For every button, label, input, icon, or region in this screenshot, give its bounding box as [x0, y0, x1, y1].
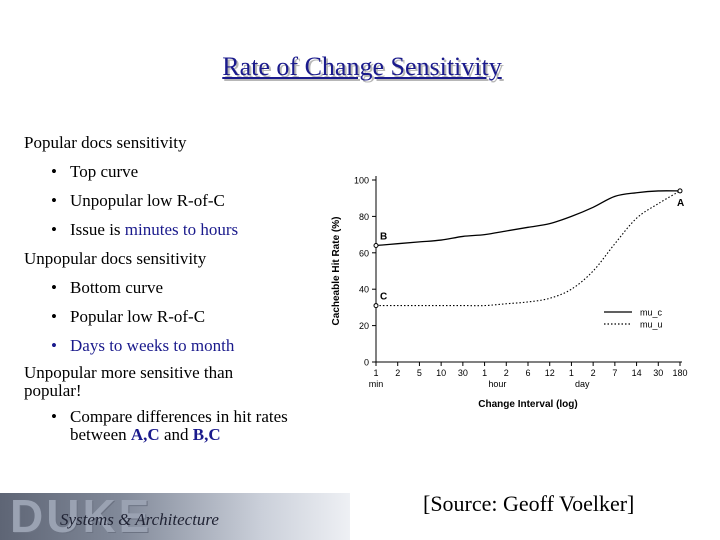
bullet-level2: Unpopular low R-of-C [24, 186, 324, 215]
y-tick-label: 20 [359, 321, 369, 331]
x-tick-label: 12 [545, 368, 555, 378]
x-unit-label: hour [488, 379, 506, 389]
x-unit-label: day [575, 379, 590, 389]
x-tick-label: 1 [482, 368, 487, 378]
highlight-text: B,C [192, 425, 221, 444]
x-tick-label: 2 [504, 368, 509, 378]
bullet-list: Popular docs sensitivity Top curve Unpop… [24, 128, 324, 444]
data-point [677, 188, 683, 194]
bullet-level1: Popular docs sensitivity [24, 133, 187, 152]
x-tick-label: 30 [653, 368, 663, 378]
x-tick-label: 5 [417, 368, 422, 378]
slide-title: Rate of Change Sensitivity [222, 52, 502, 81]
x-tick-label: 7 [612, 368, 617, 378]
x-tick-label: 1 [373, 368, 378, 378]
legend-label-mu_c: mu_c [640, 308, 663, 318]
x-unit-label: min [369, 379, 384, 389]
y-tick-label: 40 [359, 285, 369, 295]
chart-legend: mu_c mu_u [604, 308, 663, 330]
x-axis-label: Change Interval (log) [478, 399, 577, 410]
y-tick-label: 100 [354, 176, 369, 186]
legend-label-mu_u: mu_u [640, 320, 663, 330]
footer-banner: DUKE Systems & Architecture [0, 493, 350, 540]
x-tick-label: 10 [436, 368, 446, 378]
x-tick-label: 2 [591, 368, 596, 378]
footer-subtitle: Systems & Architecture [60, 510, 219, 529]
bullet-text: popular! [24, 381, 82, 400]
y-tick-label: 60 [359, 248, 369, 258]
x-tick-label: 14 [632, 368, 642, 378]
chart-axes [375, 176, 682, 363]
bullet-level1: Unpopular more sensitive than popular! [24, 360, 324, 400]
bullet-level2: Popular low R-of-C [24, 302, 324, 331]
x-tick-label: 2 [395, 368, 400, 378]
point-annotation: B [380, 232, 387, 243]
bullet-level1: Unpopular docs sensitivity [24, 249, 207, 268]
point-annotation: A [677, 198, 684, 209]
data-point [373, 303, 379, 309]
chart-labels: Change Interval (log) Cacheable Hit Rate … [331, 198, 684, 410]
x-tick-label: 1 [569, 368, 574, 378]
bullet-level2: Top curve [24, 157, 324, 186]
point-annotation: C [380, 292, 387, 303]
highlight-text: minutes to hours [124, 220, 239, 239]
bullet-text: Compare differences in hit rates between [70, 407, 288, 444]
y-axis-label: Cacheable Hit Rate (%) [331, 217, 342, 326]
series-line-mu_c [375, 190, 681, 247]
bullet-level2: Compare differences in hit rates between… [24, 400, 300, 444]
bullet-level2: Bottom curve [24, 273, 324, 302]
bullet-text: Unpopular more sensitive than [24, 363, 234, 382]
y-tick-label: 80 [359, 212, 369, 222]
chart-lines [373, 188, 683, 309]
data-point [373, 243, 379, 249]
bullet-level2: Issue is minutes to hours [24, 215, 324, 244]
highlight-text: A,C [130, 425, 160, 444]
bullet-text: Issue is [70, 220, 125, 239]
bullet-text: and [159, 425, 193, 444]
x-tick-label: 30 [458, 368, 468, 378]
duke-logo: DUKE [10, 493, 153, 540]
bullet-level2: Days to weeks to month [24, 331, 324, 360]
y-tick-label: 0 [364, 358, 369, 368]
series-line-mu_u [375, 190, 681, 307]
x-tick-label: 6 [525, 368, 530, 378]
x-tick-label: 180 [672, 368, 687, 378]
source-citation: [Source: Geoff Voelker] [423, 491, 635, 516]
